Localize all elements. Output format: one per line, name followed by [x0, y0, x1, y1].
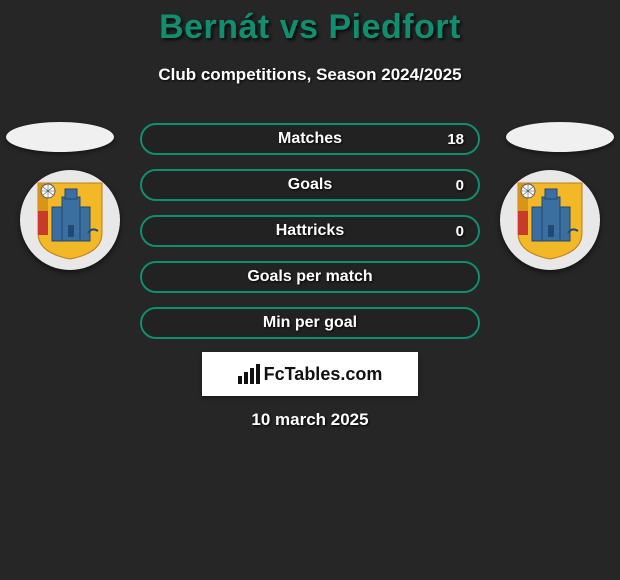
stats-panel: Matches 18 Goals 0 Hattricks 0 Goals per…: [140, 123, 480, 353]
stat-label: Hattricks: [276, 222, 344, 240]
club-crest-icon: [34, 179, 106, 261]
stat-row-matches: Matches 18: [140, 123, 480, 155]
player-left-avatar: [6, 122, 114, 152]
brand-text: FcTables.com: [264, 364, 383, 385]
club-badge-left: [20, 170, 120, 270]
stat-value-right: 18: [447, 131, 464, 148]
stat-row-goals: Goals 0: [140, 169, 480, 201]
club-badge-right: [500, 170, 600, 270]
stat-row-hattricks: Hattricks 0: [140, 215, 480, 247]
bar-chart-icon: [238, 364, 260, 384]
club-crest-icon: [514, 179, 586, 261]
stat-label: Matches: [278, 130, 342, 148]
subtitle: Club competitions, Season 2024/2025: [0, 65, 620, 85]
stat-label: Goals per match: [247, 268, 372, 286]
stat-label: Min per goal: [263, 314, 357, 332]
date-text: 10 march 2025: [0, 410, 620, 430]
brand-badge: FcTables.com: [202, 352, 418, 396]
stat-row-goals-per-match: Goals per match: [140, 261, 480, 293]
stat-row-min-per-goal: Min per goal: [140, 307, 480, 339]
stat-value-right: 0: [456, 177, 464, 194]
page-title: Bernát vs Piedfort: [0, 0, 620, 47]
stat-label: Goals: [288, 176, 332, 194]
stat-value-right: 0: [456, 223, 464, 240]
player-right-avatar: [506, 122, 614, 152]
